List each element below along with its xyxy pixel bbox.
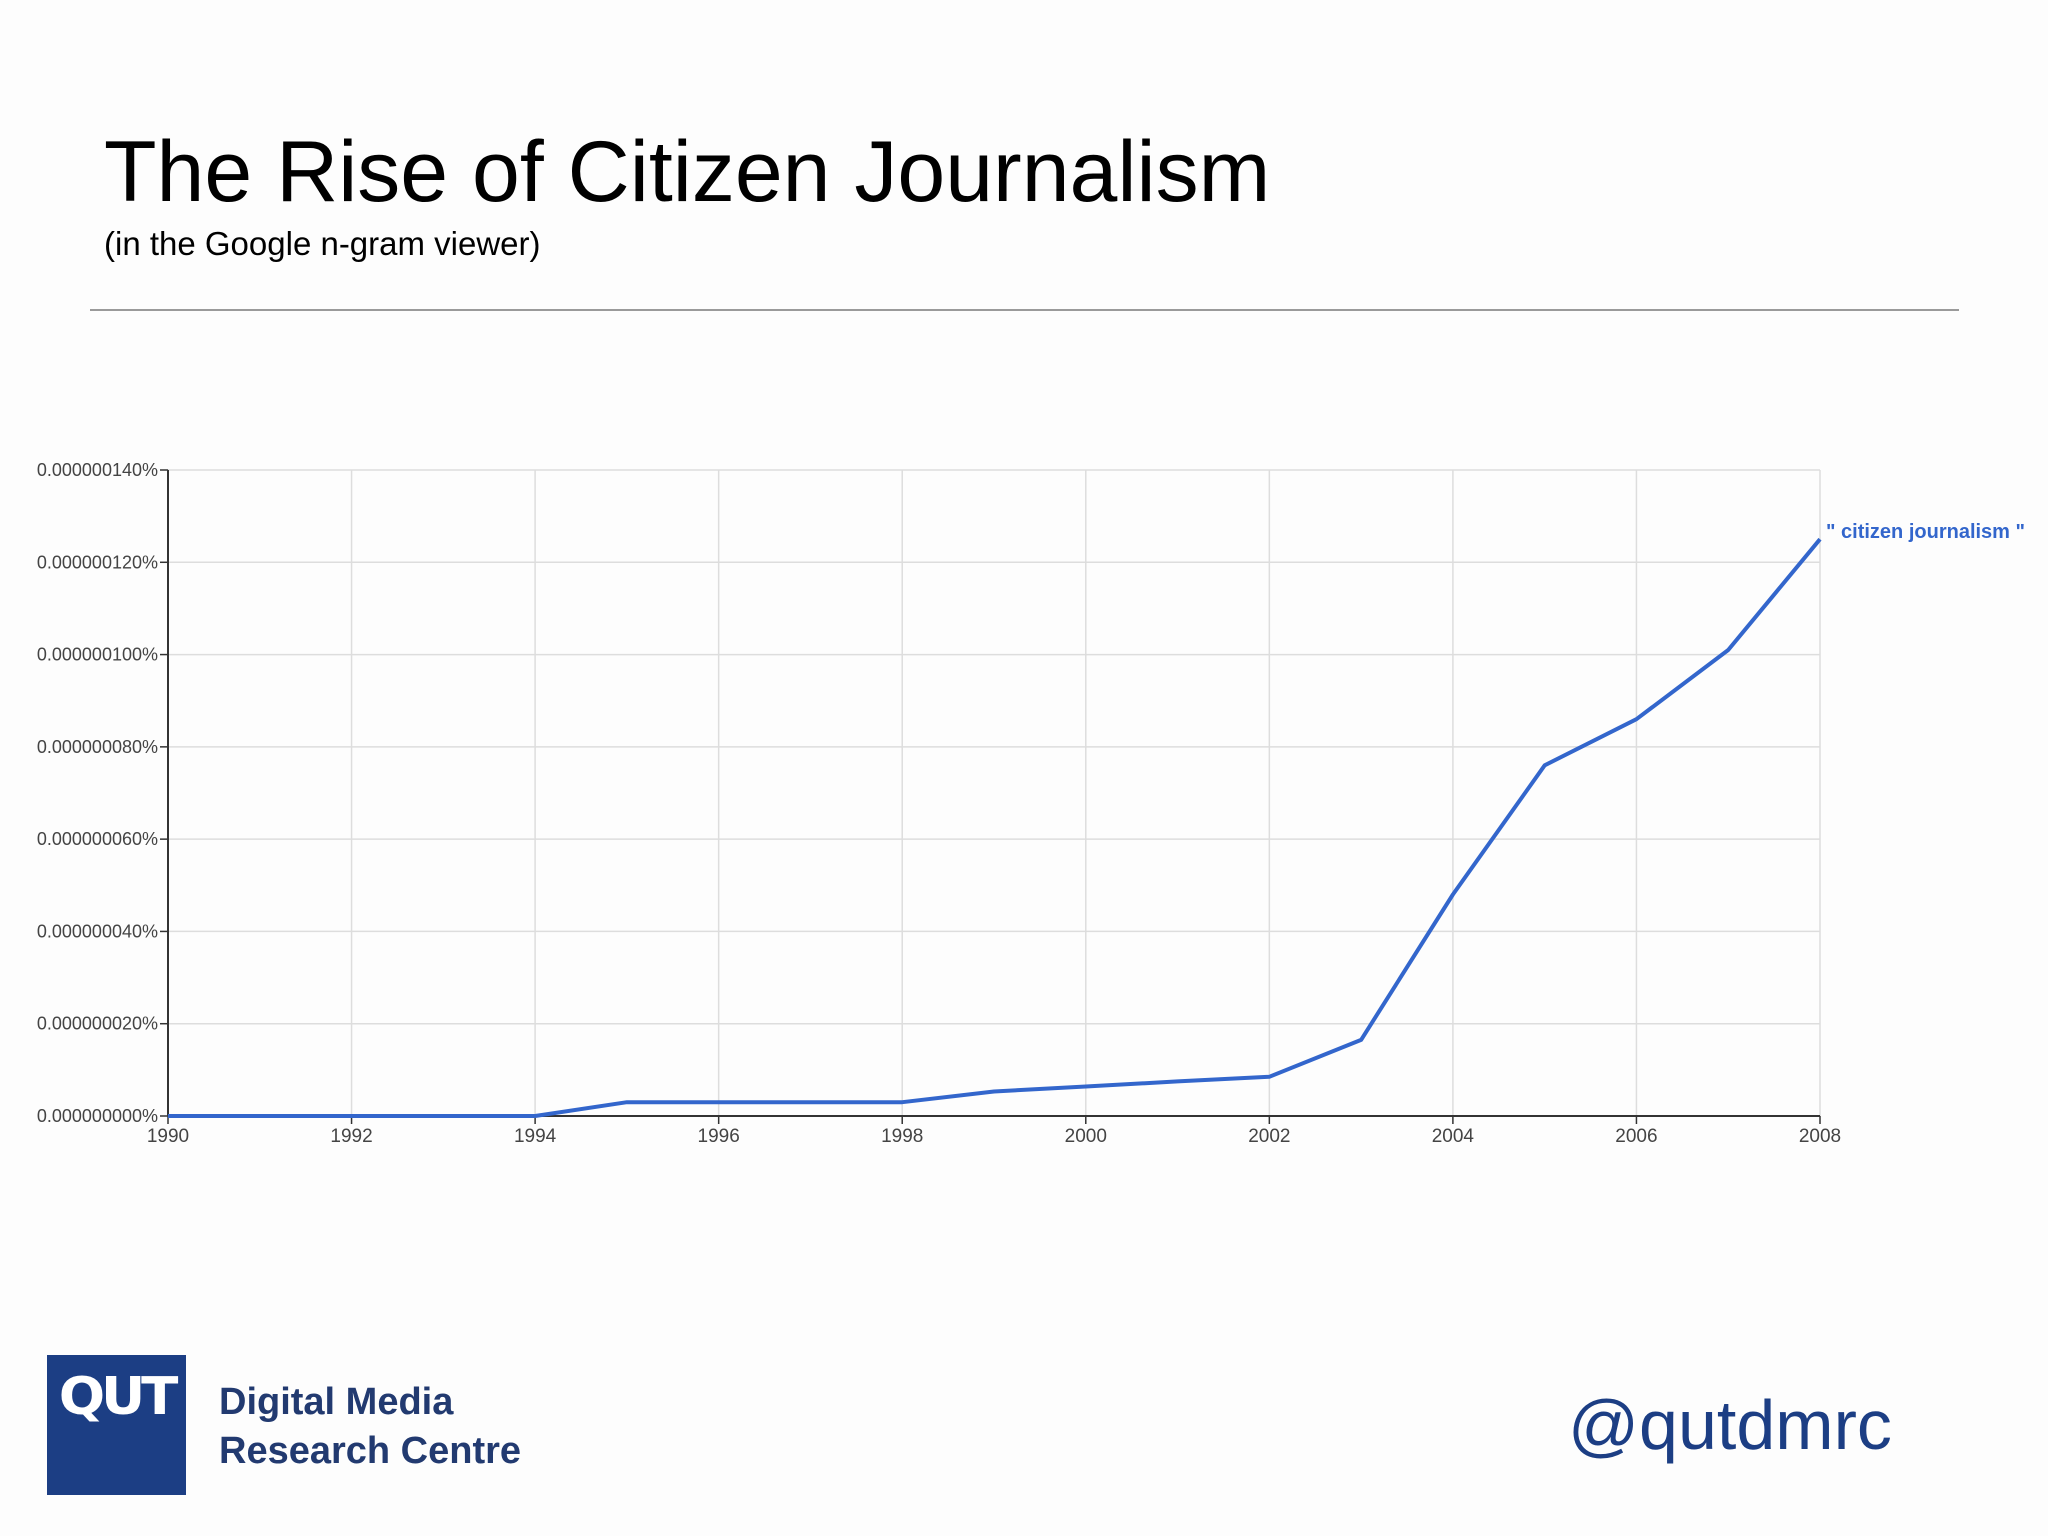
centre-name: Digital Media Research Centre [219, 1378, 521, 1476]
y-tick-label: 0.000000000% [37, 1106, 158, 1126]
centre-name-line-2: Research Centre [219, 1430, 522, 1472]
y-tick-label: 0.000000040% [37, 921, 158, 941]
y-tick-label: 0.000000080% [37, 737, 158, 757]
x-tick-label: 2008 [1799, 1126, 1841, 1147]
series-lines: " citizen journalism " [168, 521, 2025, 1118]
twitter-handle: @qutdmrc [1568, 1386, 1892, 1464]
ngram-line-chart: 0.000000000% 0.000000020% 0.000000040% 0.00… [37, 460, 2025, 1147]
x-tick-label: 1994 [514, 1126, 557, 1147]
y-tick-labels: 0.000000000% 0.000000020% 0.000000040% 0.00… [37, 460, 158, 1126]
x-tick-label: 2000 [1065, 1126, 1107, 1147]
x-tick-label: 2004 [1432, 1126, 1475, 1147]
series-line-citizen-journalism [168, 537, 1822, 1118]
x-tick-label: 1990 [147, 1126, 189, 1147]
title-divider [90, 309, 1959, 311]
y-tick-label: 0.000000100% [37, 645, 158, 665]
qut-logo: QUT [47, 1355, 186, 1495]
gridlines [168, 469, 1821, 1116]
x-tick-labels: 1990 1992 1994 1996 1998 2000 2002 2004 2006 2008 [147, 1126, 1841, 1147]
axes [160, 469, 1821, 1124]
y-tick-label: 0.000000140% [37, 460, 158, 480]
series-end-label: " citizen journalism " [1826, 521, 2025, 543]
x-tick-label: 2002 [1248, 1126, 1290, 1147]
y-tick-label: 0.000000020% [37, 1014, 158, 1034]
qut-logo-text: QUT [58, 1367, 179, 1427]
centre-name-line-1: Digital Media [219, 1381, 454, 1423]
x-tick-label: 1992 [330, 1126, 372, 1147]
x-tick-label: 2006 [1615, 1126, 1657, 1147]
y-tick-label: 0.000000120% [37, 552, 158, 572]
y-tick-label: 0.000000060% [37, 829, 158, 849]
x-tick-label: 1998 [881, 1126, 923, 1147]
slide-title: The Rise of Citizen Journalism [104, 124, 1271, 220]
slide-subtitle: (in the Google n-gram viewer) [104, 225, 541, 262]
x-tick-label: 1996 [698, 1126, 740, 1147]
